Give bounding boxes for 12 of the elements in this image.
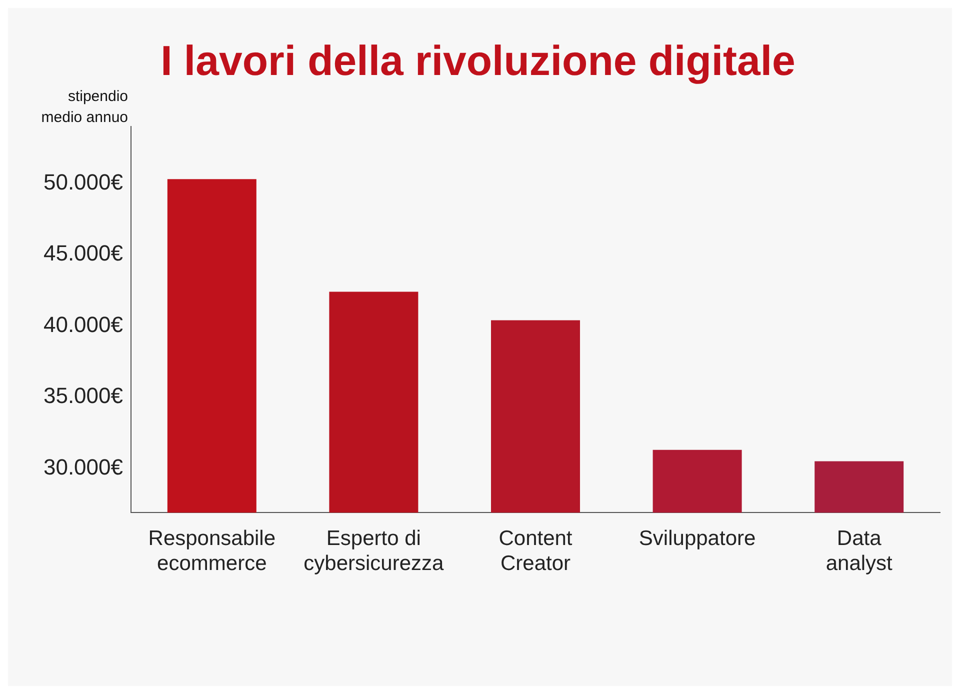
x-tick-label: Data analyst <box>826 526 893 576</box>
y-axis-title: stipendio medio annuo <box>40 87 128 128</box>
y-tick-label: 40.000€ <box>43 312 123 337</box>
y-tick-label: 35.000€ <box>43 383 123 408</box>
y-tick-label: 30.000€ <box>43 454 123 480</box>
x-tick-label: Sviluppatore <box>638 526 756 550</box>
x-tick-label: Esperto di cybersicurezza <box>304 526 444 576</box>
chart-title: I lavori della rivoluzione digitale <box>160 36 796 84</box>
y-tick-label: 50.000€ <box>43 169 123 194</box>
x-tick-label: Content Creator <box>498 526 572 576</box>
y-tick-label: 45.000€ <box>43 240 123 266</box>
x-tick-label: Responsabile ecommerce <box>148 526 276 576</box>
